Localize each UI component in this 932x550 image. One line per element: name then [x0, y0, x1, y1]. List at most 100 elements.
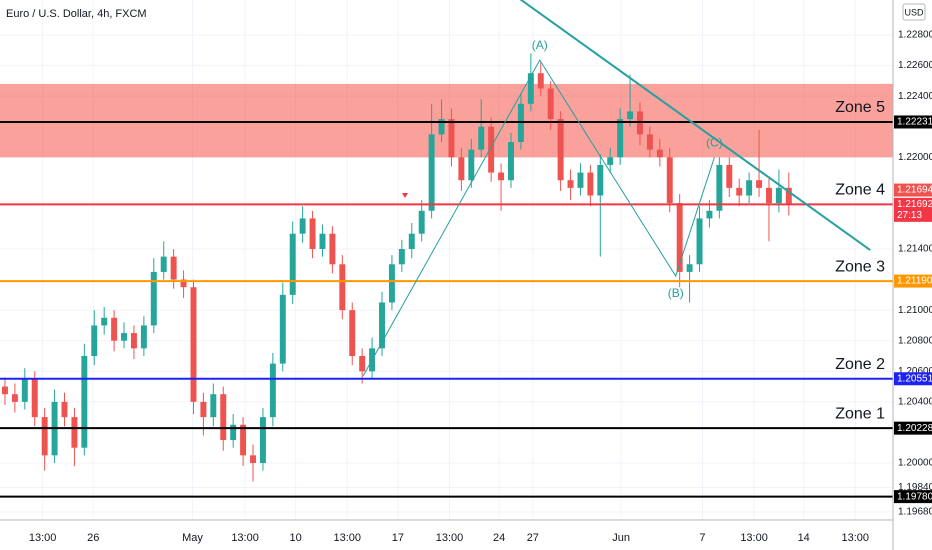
- candle-body: [329, 233, 336, 265]
- candle-body: [230, 424, 237, 441]
- candle-body: [81, 355, 88, 448]
- candle-body: [1, 386, 8, 395]
- candle-body: [408, 233, 415, 249]
- x-tick-label: 13:00: [334, 532, 362, 544]
- price-tag-label: 1.21692: [897, 199, 932, 210]
- candle-body: [130, 333, 137, 349]
- zone-band: [0, 83, 893, 158]
- candle-body: [91, 325, 98, 356]
- candle-body: [299, 218, 306, 234]
- candle-body: [319, 233, 326, 249]
- candle-body: [666, 157, 673, 204]
- candle-body: [438, 119, 445, 135]
- candle-body: [537, 73, 544, 89]
- candle-body: [31, 378, 38, 418]
- x-tick-label: 17: [392, 532, 404, 544]
- currency-box: [902, 3, 926, 21]
- wave-label: (A): [532, 38, 548, 52]
- candle-body: [190, 287, 197, 402]
- x-tick-label: 10: [290, 532, 302, 544]
- last-price-tag: [894, 183, 932, 197]
- candle-body: [220, 394, 227, 441]
- candle-body: [716, 164, 723, 211]
- candle-body: [567, 180, 574, 188]
- y-tick-label: 1.22600: [898, 60, 932, 71]
- candle-body: [259, 417, 266, 463]
- candle-body: [11, 394, 18, 402]
- candle-body: [736, 187, 743, 196]
- x-tick-label: 13:00: [29, 532, 57, 544]
- x-tick-label: 14: [798, 532, 810, 544]
- candle-body: [359, 355, 366, 372]
- x-tick-label: 13:00: [842, 532, 870, 544]
- y-tick-label: 1.20000: [898, 458, 932, 469]
- candle-body: [349, 310, 356, 356]
- candle-body: [478, 126, 485, 150]
- x-tick-label: 24: [493, 532, 505, 544]
- candle-body: [21, 378, 28, 402]
- candle-body: [388, 264, 395, 303]
- price-tag: [894, 372, 932, 386]
- trendline: [519, 0, 871, 251]
- candle-body: [269, 363, 276, 418]
- y-tick-label: 1.19680: [898, 507, 932, 518]
- candle-body: [646, 134, 653, 150]
- candle-body: [121, 333, 128, 341]
- zone-label: Zone 4: [835, 182, 885, 199]
- candle-body: [597, 164, 604, 196]
- chart-title: Euro / U.S. Dollar, 4h, FXCM: [6, 8, 147, 20]
- candle-body: [706, 210, 713, 219]
- y-tick-label: 1.22400: [898, 91, 932, 102]
- candle-body: [746, 180, 753, 196]
- x-tick-label: 13:00: [740, 532, 768, 544]
- wave-label: (B): [668, 286, 684, 300]
- candle-body: [468, 149, 475, 181]
- candle-body: [379, 302, 385, 349]
- candle-body: [41, 417, 48, 456]
- marker: [402, 193, 408, 198]
- candle-body: [617, 119, 624, 158]
- candle-body: [627, 111, 634, 120]
- zone-label: Zone 3: [835, 258, 885, 275]
- x-tick-label: May: [182, 532, 203, 544]
- candle-body: [150, 271, 157, 326]
- price-tag: [894, 421, 932, 435]
- candle-body: [587, 172, 594, 196]
- y-tick-label: 1.22000: [898, 152, 932, 163]
- candle-body: [140, 325, 147, 349]
- candle-body: [101, 317, 108, 326]
- candle-body: [240, 424, 247, 456]
- price-tag: [894, 490, 932, 504]
- candle-body: [180, 279, 187, 288]
- candle-body: [170, 256, 177, 280]
- candle-body: [309, 218, 316, 249]
- zone-label: Zone 2: [835, 356, 885, 373]
- candle-body: [339, 264, 346, 311]
- y-tick-label: 1.21000: [898, 305, 932, 316]
- candle-body: [686, 264, 693, 272]
- candle-body: [111, 317, 118, 341]
- zone-label: Zone 5: [835, 99, 885, 116]
- price-tag-label: 1.20551: [897, 373, 932, 384]
- candle-body: [200, 401, 207, 418]
- y-tick-label: 1.22800: [898, 30, 932, 41]
- candle-body: [785, 187, 792, 205]
- price-tag-label: 1.19780: [897, 491, 932, 502]
- price-tag: [894, 197, 932, 222]
- countdown: 27:13: [897, 210, 922, 221]
- candle-body: [765, 187, 772, 204]
- candle-body: [547, 88, 554, 120]
- price-tag: [894, 115, 932, 129]
- candle-body: [577, 172, 584, 188]
- candle-body: [498, 172, 505, 181]
- price-tag-label: 1.22231: [897, 117, 932, 128]
- price-tag-label: 1.21190: [897, 276, 932, 287]
- candle-body: [71, 417, 78, 448]
- candle-body: [756, 180, 763, 188]
- candle-body: [279, 294, 286, 364]
- candle-body: [398, 248, 405, 265]
- candle-body: [656, 149, 663, 158]
- candle-body: [210, 394, 217, 418]
